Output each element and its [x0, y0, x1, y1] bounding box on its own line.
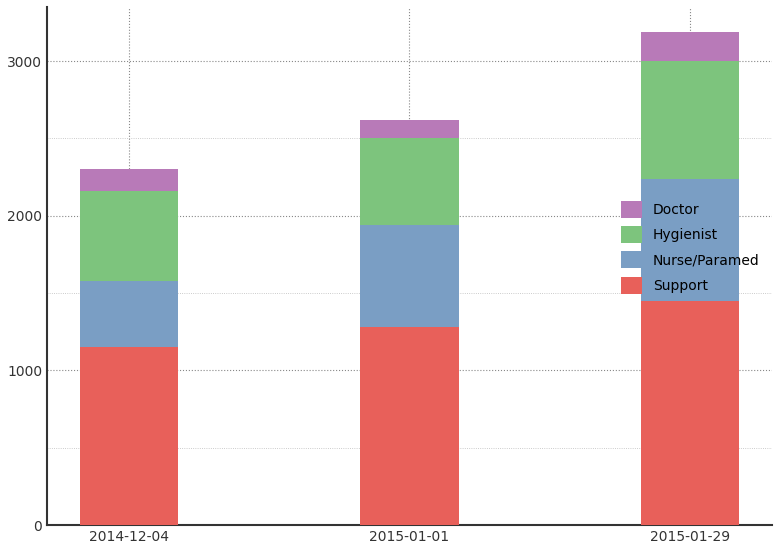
Bar: [361, 138, 459, 225]
Bar: [80, 281, 178, 347]
Bar: [361, 120, 459, 138]
Bar: [641, 61, 739, 179]
Legend: Doctor, Hygienist, Nurse/Paramed, Support: Doctor, Hygienist, Nurse/Paramed, Suppor…: [615, 195, 765, 299]
Bar: [80, 169, 178, 191]
Bar: [361, 225, 459, 327]
Bar: [80, 347, 178, 525]
Bar: [641, 301, 739, 525]
Bar: [361, 327, 459, 525]
Bar: [641, 33, 739, 61]
Bar: [80, 191, 178, 281]
Bar: [641, 179, 739, 301]
